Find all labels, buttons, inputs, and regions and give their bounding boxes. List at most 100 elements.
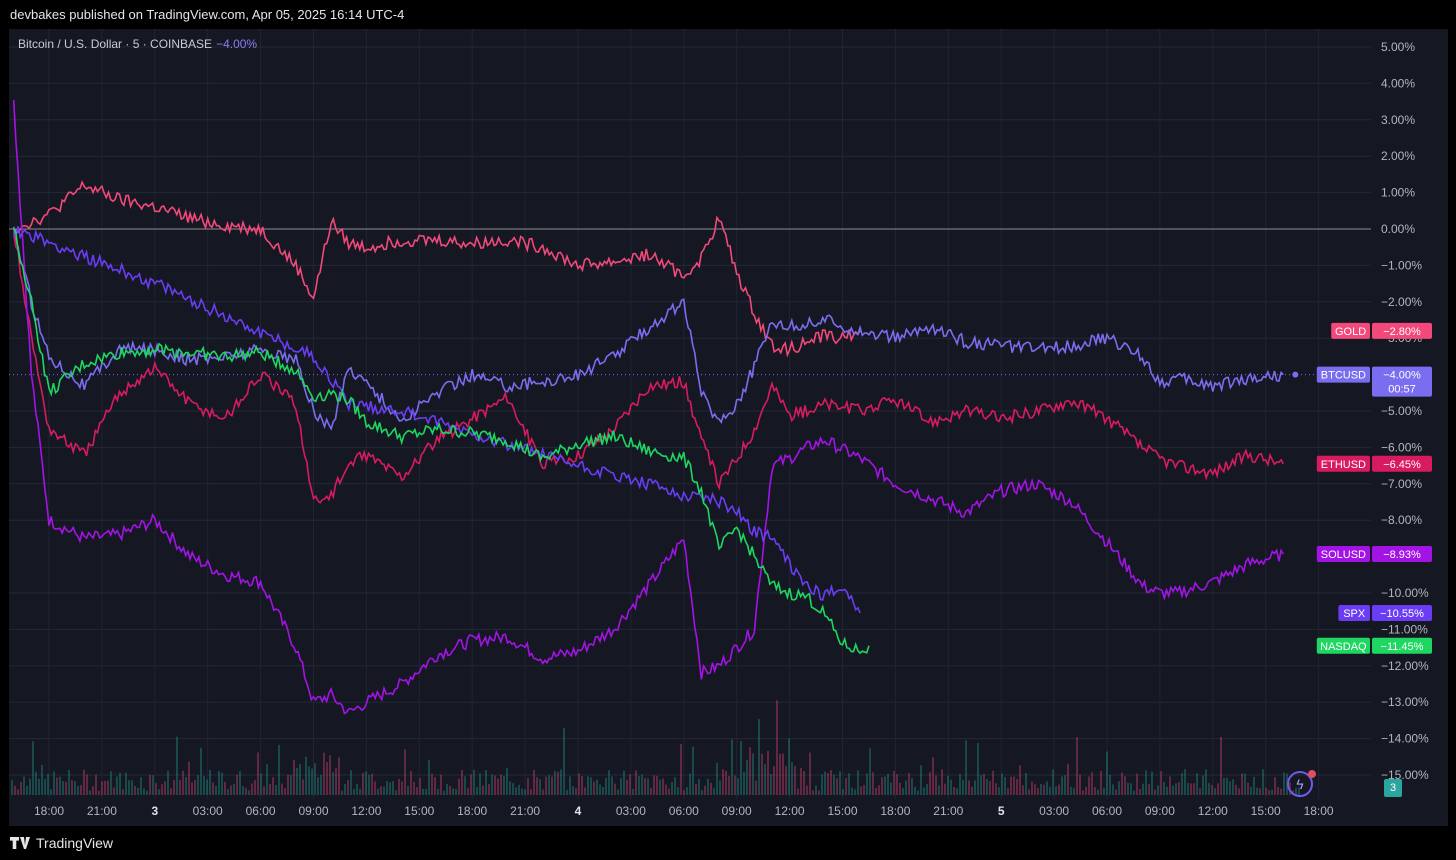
volume-bar [353, 789, 355, 795]
price-tag-value: −6.45% [1383, 459, 1421, 471]
volume-bar [332, 772, 334, 795]
volume-bar [1112, 784, 1114, 795]
volume-bar [149, 774, 151, 795]
chart-panel[interactable]: 5.00% 4.00% 3.00% 2.00% 1.00% 0.00% −1.00% −2.0… [9, 29, 1448, 826]
price-tag-gold: GOLD −2.80% [1331, 322, 1432, 339]
volume-bar [842, 789, 844, 795]
series-line-ethusd [12, 233, 1284, 504]
volume-bar [1193, 783, 1195, 795]
volume-bar [1097, 789, 1099, 795]
volume-bar [488, 784, 490, 795]
volume-bar [941, 769, 943, 795]
volume-bar [47, 773, 49, 795]
tradingview-logo-icon [10, 837, 30, 849]
price-tag-solusd: SOLUSD −8.93% [1316, 546, 1432, 563]
volume-bar [302, 779, 304, 795]
volume-bar [59, 776, 61, 795]
volume-bar [518, 784, 520, 795]
volume-bar [674, 777, 676, 795]
volume-bar [608, 770, 610, 795]
volume-bar [257, 752, 259, 795]
volume-bar [50, 789, 52, 795]
volume-bar [290, 774, 292, 795]
volume-bar [968, 780, 970, 795]
x-tick-label: 18:00 [1304, 804, 1334, 818]
volume-bar [869, 748, 871, 795]
volume-bar [986, 778, 988, 795]
volume-bar [1214, 788, 1216, 795]
volume-bar [512, 783, 514, 795]
volume-bar [95, 774, 97, 795]
volume-bar [908, 772, 910, 795]
volume-bar [794, 766, 796, 795]
volume-bar [461, 770, 463, 795]
volume-bar [1058, 784, 1060, 795]
volume-bar [236, 774, 238, 795]
volume-bar [950, 779, 952, 795]
symbol-legend[interactable]: Bitcoin / U.S. Dollar · 5 · COINBASE −4.0… [18, 37, 257, 51]
volume-bar [545, 776, 547, 795]
chart-svg[interactable]: 5.00% 4.00% 3.00% 2.00% 1.00% 0.00% −1.00% −2.0… [9, 29, 1448, 826]
x-tick-label: 5 [998, 804, 1005, 818]
volume-bar [587, 776, 589, 795]
x-tick-label: 21:00 [510, 804, 540, 818]
volume-bar [905, 780, 907, 795]
volume-bar [455, 788, 457, 795]
volume-bar [344, 783, 346, 795]
series-lines [12, 99, 1299, 715]
volume-bar [1280, 788, 1282, 795]
volume-bar [1274, 777, 1276, 795]
volume-bar [38, 778, 40, 795]
symbol-name: Bitcoin / U.S. Dollar · 5 · COINBASE [18, 37, 213, 51]
volume-bar [728, 776, 730, 795]
tradingview-logo[interactable]: TradingView [10, 835, 113, 851]
volume-bar [98, 790, 100, 795]
volume-bar [923, 787, 925, 795]
volume-bar [707, 779, 709, 795]
volume-bar [779, 753, 781, 795]
price-tag-btcusd: BTCUSD −4.00% 00:57 [1316, 366, 1432, 397]
volume-bar [671, 782, 673, 795]
volume-bar [581, 776, 583, 795]
volume-bar [602, 787, 604, 795]
volume-bar [722, 769, 724, 795]
series-line-solusd [12, 99, 1284, 715]
series-line-spx [13, 226, 861, 614]
volume-bar [641, 774, 643, 795]
lightning-bolt-icon[interactable]: ϟ [1287, 770, 1316, 797]
y-tick-label: 1.00% [1381, 186, 1415, 200]
volume-bar [146, 790, 148, 795]
volume-bar [1271, 789, 1273, 795]
volume-bar [1181, 773, 1183, 795]
volume-bar [959, 774, 961, 795]
volume-bar [11, 780, 13, 795]
volume-bar [314, 763, 316, 795]
volume-bar [404, 749, 406, 795]
volume-bar [104, 780, 106, 795]
volume-bar [80, 785, 82, 795]
volume-bar [359, 788, 361, 795]
volume-bar [866, 773, 868, 795]
volume-bar [1148, 784, 1150, 795]
volume-bar [248, 790, 250, 795]
volume-bar [761, 753, 763, 795]
x-tick-label: 09:00 [722, 804, 752, 818]
volume-bar [23, 776, 25, 795]
volume-bar [974, 780, 976, 795]
volume-bar [320, 774, 322, 795]
x-tick-label: 03:00 [193, 804, 223, 818]
volume-bar [659, 779, 661, 795]
volume-bar [1163, 781, 1165, 795]
volume-bar [1022, 785, 1024, 795]
volume-bar [1235, 784, 1237, 795]
volume-bar [428, 759, 430, 795]
x-tick-label: 03:00 [616, 804, 646, 818]
price-tag-name-bg [1316, 637, 1370, 654]
volume-bar [53, 771, 55, 795]
volume-bar [161, 784, 163, 795]
volume-bar [653, 775, 655, 795]
volume-bar [401, 781, 403, 795]
volume-bar [419, 778, 421, 795]
volume-bar [503, 775, 505, 795]
volume-bar [389, 782, 391, 795]
